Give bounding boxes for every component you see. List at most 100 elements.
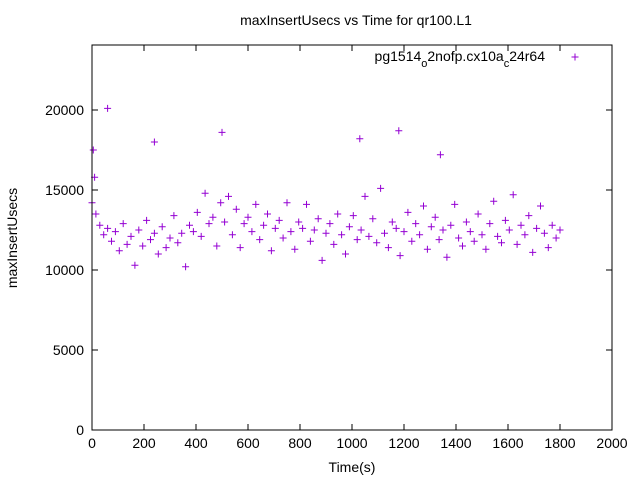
data-point bbox=[96, 221, 104, 229]
x-tick-label: 1200 bbox=[388, 435, 419, 451]
data-point bbox=[400, 228, 408, 236]
data-point bbox=[462, 218, 470, 226]
data-point bbox=[395, 127, 403, 135]
data-point bbox=[361, 192, 369, 200]
y-tick-label: 10000 bbox=[45, 262, 84, 278]
data-point bbox=[154, 250, 162, 258]
data-point bbox=[416, 231, 424, 239]
data-point bbox=[115, 247, 123, 255]
chart-title: maxInsertUsecs vs Time for qr100.L1 bbox=[240, 12, 472, 28]
data-point bbox=[529, 248, 537, 256]
data-point bbox=[474, 210, 482, 218]
data-point bbox=[412, 220, 420, 228]
data-point bbox=[108, 237, 115, 245]
y-tick-label: 5000 bbox=[53, 342, 84, 358]
data-point bbox=[299, 224, 307, 232]
data-point bbox=[443, 253, 451, 261]
data-point bbox=[342, 250, 349, 258]
legend-label: pg1514o2nofp.cx10ac24r64 bbox=[375, 48, 546, 70]
data-point bbox=[490, 197, 498, 205]
x-tick-label: 1600 bbox=[492, 435, 523, 451]
data-point bbox=[314, 215, 322, 223]
data-point bbox=[225, 192, 232, 200]
data-point bbox=[392, 224, 400, 232]
data-point bbox=[221, 218, 229, 226]
y-tick-label: 0 bbox=[76, 422, 84, 438]
data-point bbox=[435, 236, 443, 244]
data-point bbox=[189, 228, 197, 236]
data-point bbox=[470, 237, 478, 245]
x-tick-label: 600 bbox=[236, 435, 260, 451]
data-point bbox=[123, 240, 131, 248]
data-point bbox=[170, 212, 178, 220]
data-point bbox=[139, 242, 147, 250]
data-point bbox=[209, 213, 217, 221]
data-point bbox=[310, 226, 318, 234]
data-point bbox=[357, 226, 365, 234]
data-point bbox=[369, 215, 377, 223]
data-point bbox=[501, 216, 509, 224]
data-point bbox=[303, 200, 310, 208]
data-point bbox=[111, 228, 119, 236]
data-point bbox=[349, 212, 357, 220]
x-tick-label: 2000 bbox=[596, 435, 627, 451]
data-point bbox=[436, 151, 444, 159]
data-point bbox=[318, 256, 326, 264]
data-point bbox=[517, 221, 525, 229]
data-point bbox=[334, 210, 342, 218]
data-point bbox=[248, 228, 256, 236]
x-tick-label: 1800 bbox=[544, 435, 575, 451]
data-point bbox=[439, 226, 447, 234]
data-point bbox=[552, 234, 560, 242]
data-point bbox=[420, 202, 427, 210]
data-point bbox=[150, 138, 158, 146]
data-point bbox=[505, 226, 513, 234]
data-point bbox=[228, 231, 236, 239]
data-point bbox=[174, 239, 182, 247]
data-point bbox=[119, 220, 127, 228]
data-point bbox=[423, 245, 431, 253]
data-point bbox=[104, 104, 112, 112]
data-point bbox=[455, 234, 463, 242]
data-point bbox=[326, 220, 334, 228]
legend: pg1514o2nofp.cx10ac24r64 bbox=[375, 48, 579, 70]
data-point bbox=[104, 224, 112, 232]
data-point bbox=[236, 244, 244, 252]
data-point bbox=[377, 184, 385, 192]
data-point bbox=[279, 234, 287, 242]
data-point bbox=[431, 213, 439, 221]
data-point bbox=[264, 210, 271, 218]
data-point bbox=[478, 231, 486, 239]
data-point bbox=[384, 244, 392, 252]
data-point bbox=[388, 218, 396, 226]
data-point bbox=[537, 202, 544, 210]
data-point bbox=[256, 236, 264, 244]
data-point bbox=[92, 210, 100, 218]
data-point bbox=[427, 223, 435, 231]
data-point bbox=[330, 240, 338, 248]
data-point bbox=[295, 218, 303, 226]
data-point bbox=[306, 237, 314, 245]
data-point bbox=[147, 236, 154, 244]
data-point bbox=[353, 236, 361, 244]
data-point bbox=[447, 221, 455, 229]
data-point bbox=[193, 208, 201, 216]
data-point bbox=[356, 135, 364, 143]
data-point bbox=[127, 232, 135, 240]
x-tick-label: 1400 bbox=[440, 435, 471, 451]
data-point bbox=[525, 212, 533, 220]
data-point bbox=[533, 224, 541, 232]
data-point bbox=[459, 242, 466, 250]
data-point bbox=[252, 200, 260, 208]
data-point bbox=[373, 239, 381, 247]
data-point bbox=[275, 216, 283, 224]
data-point bbox=[283, 199, 291, 207]
data-point bbox=[150, 229, 158, 237]
data-point bbox=[271, 224, 279, 232]
x-axis-label: Time(s) bbox=[329, 459, 376, 475]
data-point bbox=[291, 245, 299, 253]
data-point bbox=[544, 244, 552, 252]
data-point bbox=[186, 221, 193, 229]
data-point bbox=[240, 220, 248, 228]
data-point bbox=[466, 228, 474, 236]
